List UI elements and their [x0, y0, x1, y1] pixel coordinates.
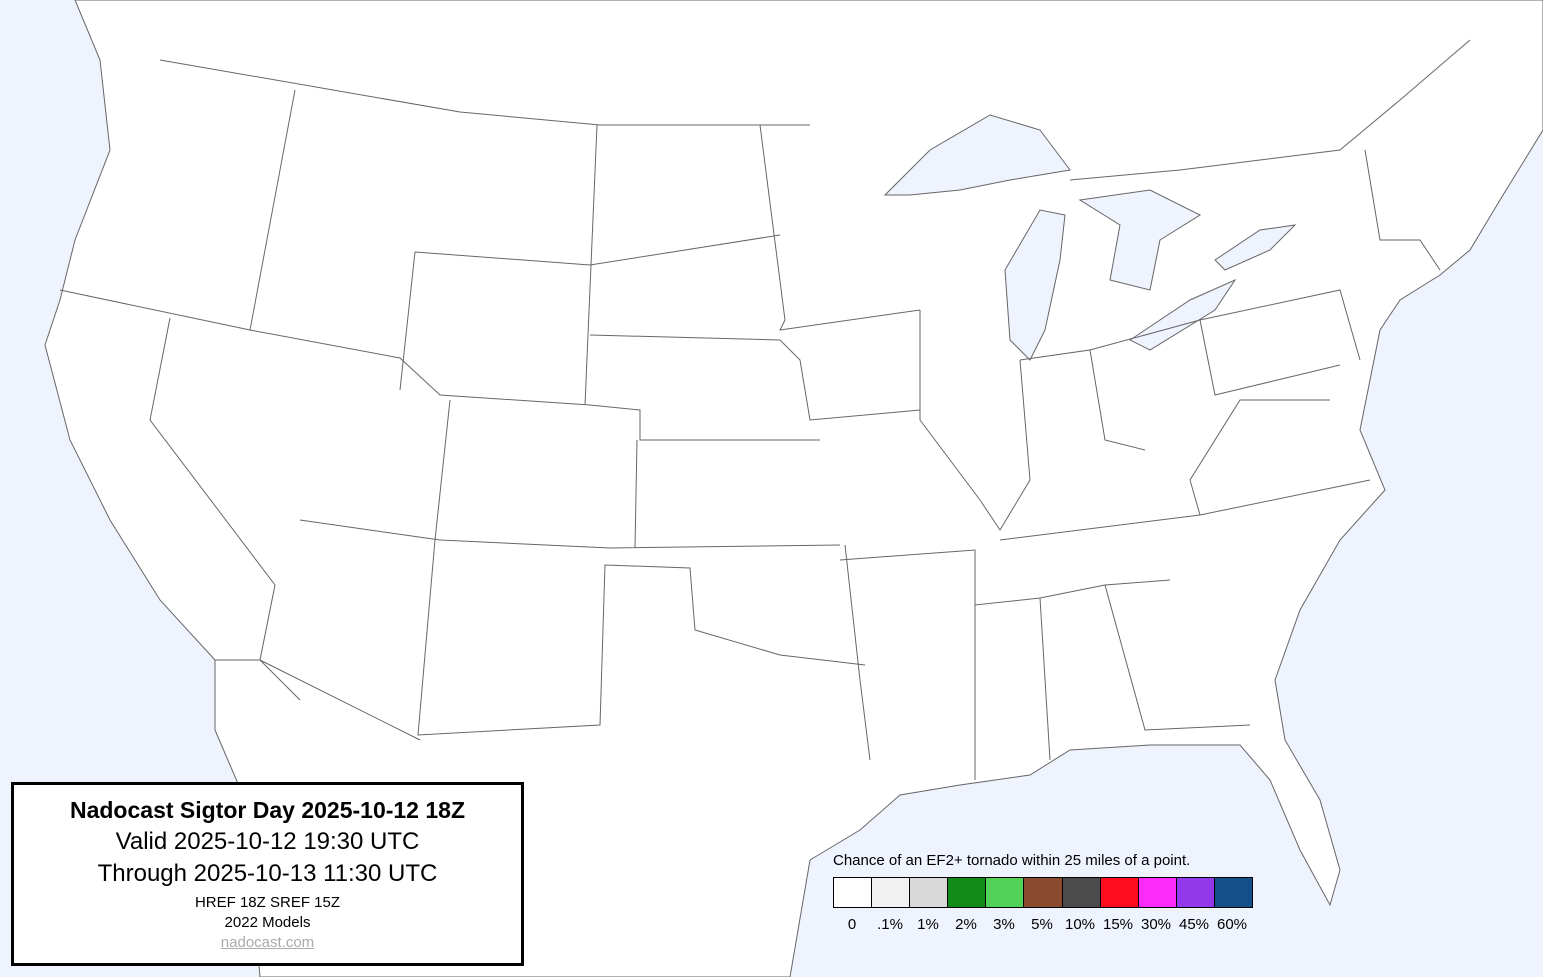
- legend-swatch: [1062, 878, 1101, 907]
- legend-color-scale: [833, 877, 1253, 908]
- legend-label: 15%: [1102, 916, 1134, 933]
- legend-swatch: [948, 878, 987, 907]
- forecast-title: Nadocast Sigtor Day 2025-10-12 18Z: [69, 797, 465, 823]
- land: [44, 0, 1543, 977]
- probability-legend: Chance of an EF2+ tornado within 25 mile…: [833, 852, 1253, 933]
- legend-swatch: [1176, 878, 1215, 907]
- legend-swatch: [910, 878, 949, 907]
- legend-label: 45%: [1178, 916, 1210, 933]
- legend-swatch: [1100, 878, 1139, 907]
- legend-label: 0: [847, 916, 857, 933]
- through-time: Through 2025-10-13 11:30 UTC: [97, 860, 438, 887]
- legend-label: 10%: [1064, 916, 1096, 933]
- legend-label: 3%: [993, 916, 1015, 933]
- valid-time: Valid 2025-10-12 19:30 UTC: [115, 828, 420, 855]
- legend-label: 1%: [917, 916, 939, 933]
- forecast-info-box: Nadocast Sigtor Day 2025-10-12 18Z Valid…: [11, 782, 524, 966]
- model-runs: HREF 18Z SREF 15Z: [194, 894, 341, 911]
- legend-swatch: [1024, 878, 1063, 907]
- model-version: 2022 Models: [224, 914, 311, 931]
- legend-caption: Chance of an EF2+ tornado within 25 mile…: [833, 852, 1191, 869]
- legend-swatch: [872, 878, 911, 907]
- legend-labels: 0 .1% 1% 2% 3% 5% 10% 15% 30% 45% 60%: [833, 916, 1253, 933]
- legend-label: .1%: [877, 916, 903, 933]
- legend-label: 2%: [955, 916, 977, 933]
- nadocast-link[interactable]: nadocast.com: [220, 934, 315, 951]
- legend-swatch: [1138, 878, 1177, 907]
- great-lakes: [883, 114, 1297, 361]
- legend-label: 60%: [1216, 916, 1248, 933]
- legend-label: 30%: [1140, 916, 1172, 933]
- legend-swatch: [1214, 878, 1253, 907]
- legend-label: 5%: [1031, 916, 1053, 933]
- legend-swatch: [986, 878, 1025, 907]
- legend-swatch: [834, 878, 873, 907]
- state-borders: [59, 39, 1471, 780]
